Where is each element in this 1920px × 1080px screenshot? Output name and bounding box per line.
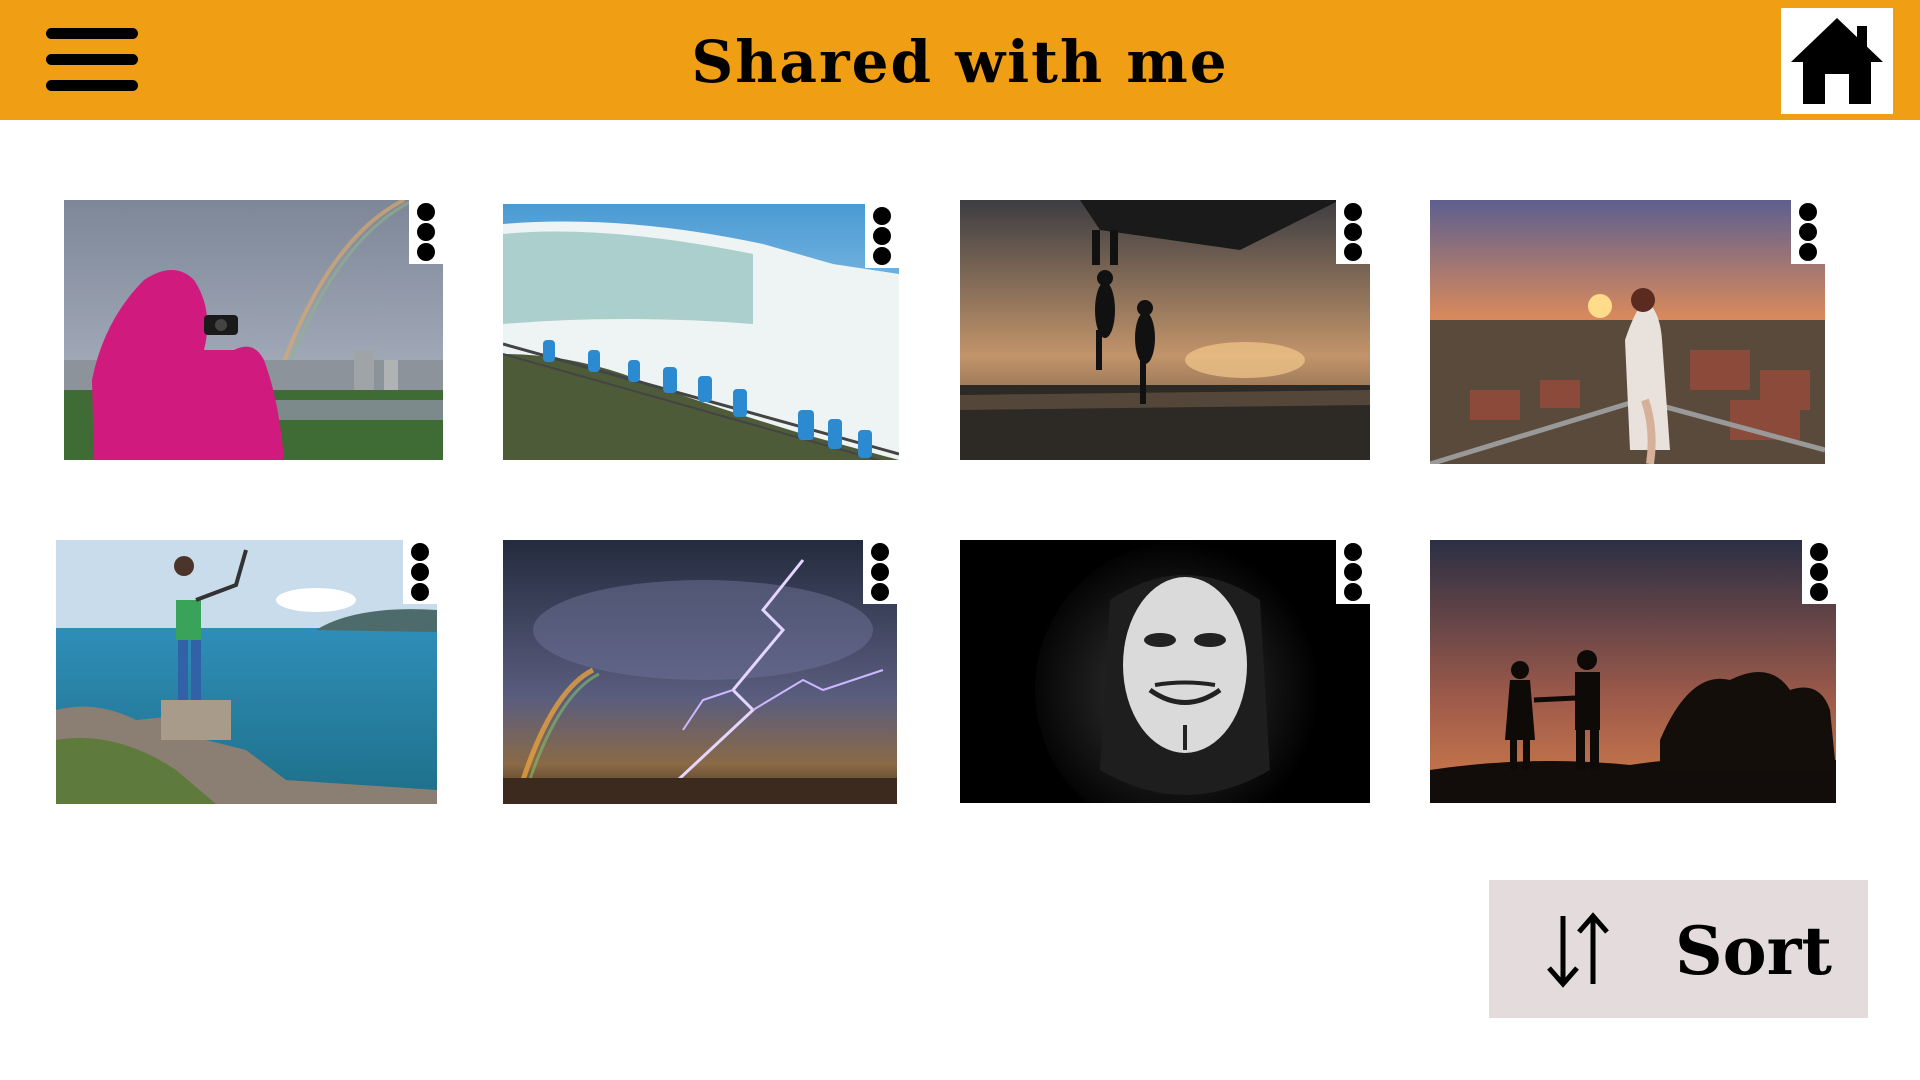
more-options-button[interactable] <box>1336 200 1370 264</box>
photo-image <box>503 204 899 460</box>
photo-thumbnail[interactable] <box>960 200 1370 460</box>
photo-thumbnail[interactable] <box>503 204 899 460</box>
more-options-button[interactable] <box>409 200 443 264</box>
page-title: Shared with me <box>691 28 1229 96</box>
more-options-button[interactable] <box>865 204 899 268</box>
photo-thumbnail[interactable] <box>56 540 437 804</box>
photo-image <box>960 200 1370 460</box>
photo-image <box>1430 200 1825 464</box>
photo-image <box>56 540 437 804</box>
more-options-button[interactable] <box>1791 200 1825 264</box>
photo-thumbnail[interactable] <box>960 540 1370 803</box>
more-options-button[interactable] <box>1336 540 1370 604</box>
home-button[interactable] <box>1781 8 1893 114</box>
photo-image <box>960 540 1370 803</box>
sort-label: Sort <box>1675 912 1832 990</box>
photo-thumbnail[interactable] <box>1430 200 1825 464</box>
photo-thumbnail[interactable] <box>503 540 897 804</box>
photo-image <box>503 540 897 804</box>
more-options-button[interactable] <box>403 540 437 604</box>
sort-arrows-icon <box>1547 912 1609 988</box>
photo-thumbnail[interactable] <box>64 200 443 460</box>
more-options-button[interactable] <box>1802 540 1836 604</box>
photo-image <box>1430 540 1836 803</box>
app-header: Shared with me <box>0 0 1920 120</box>
home-icon <box>1791 18 1883 104</box>
sort-button[interactable]: Sort <box>1489 880 1868 1018</box>
menu-button[interactable] <box>46 28 138 92</box>
more-options-button[interactable] <box>863 540 897 604</box>
photo-image <box>64 200 443 460</box>
photo-thumbnail[interactable] <box>1430 540 1836 803</box>
